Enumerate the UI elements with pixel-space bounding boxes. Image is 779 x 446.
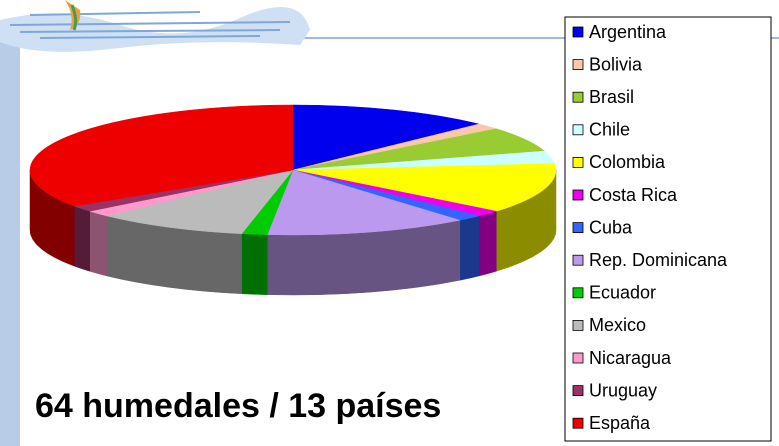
legend-label: Bolivia — [589, 54, 643, 74]
legend: Argentina Bolivia Brasil Chile Colombia Costa… — [572, 22, 728, 433]
annotation: 64 humedales / 13 países — [35, 387, 441, 425]
slice-side — [459, 215, 480, 281]
legend-swatch — [572, 59, 584, 70]
legend-swatch — [572, 222, 584, 234]
legend-label: España — [589, 413, 651, 433]
legend-label: Cuba — [589, 217, 633, 237]
legend-label: Ecuador — [589, 283, 656, 303]
slice — [292, 163, 557, 212]
slice — [106, 169, 294, 235]
legend-swatch — [572, 352, 584, 364]
slice-side — [478, 210, 497, 277]
legend-label: Chile — [589, 120, 630, 140]
legend-swatch — [572, 26, 584, 38]
slice-side — [89, 210, 108, 277]
slice — [29, 104, 294, 207]
legend-label: Nicaragua — [589, 348, 672, 368]
legend-box — [564, 16, 772, 442]
legend-swatch — [572, 124, 584, 136]
legend-swatch — [572, 254, 584, 266]
slice-side — [241, 233, 268, 295]
legend-label: Brasil — [589, 87, 634, 107]
legend-label: Argentina — [589, 22, 667, 42]
slice-side — [74, 205, 90, 272]
legend-label: Rep. Dominicana — [589, 250, 728, 270]
legend-swatch — [572, 156, 584, 168]
legend-label: Costa Rica — [589, 185, 678, 205]
legend-label: Mexico — [589, 315, 646, 335]
legend-swatch — [572, 417, 584, 429]
legend-swatch — [572, 385, 584, 397]
slice — [266, 169, 460, 236]
legend-label: Uruguay — [589, 380, 657, 400]
legend-swatch — [572, 189, 584, 201]
legend-label: Colombia — [589, 152, 666, 172]
slice — [292, 104, 480, 171]
legend-swatch — [572, 287, 584, 299]
legend-swatch — [572, 319, 584, 331]
pie — [29, 104, 557, 296]
legend-swatch — [572, 91, 584, 103]
